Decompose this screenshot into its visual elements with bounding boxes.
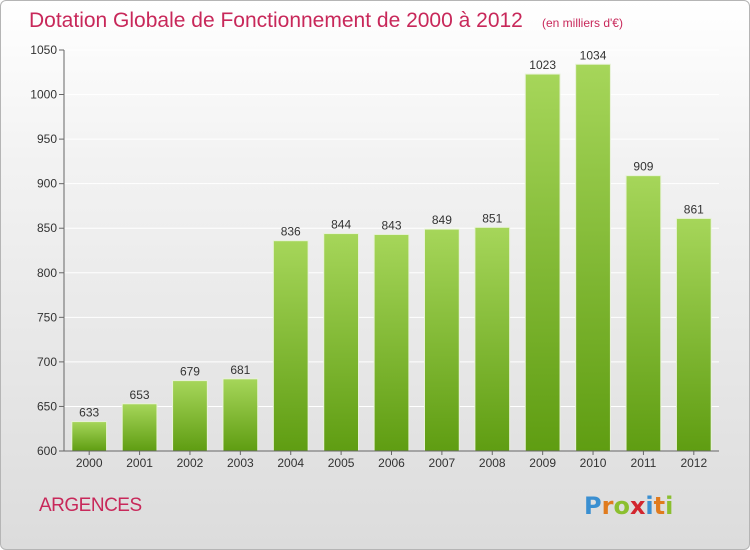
x-tick-label: 2011: [631, 456, 657, 470]
data-label: 1023: [529, 58, 556, 72]
bar-2006: [373, 233, 410, 452]
x-tick-label: 2005: [328, 456, 355, 470]
y-tick-label: 1050: [30, 43, 57, 57]
data-label: 653: [130, 388, 150, 402]
logo-letter: i: [665, 492, 674, 520]
logo-letter: r: [601, 492, 614, 520]
y-tick-label: 800: [37, 266, 57, 280]
bar-2007: [424, 228, 460, 452]
proxiti-logo: Proxiti: [584, 492, 673, 520]
x-tick-label: 2001: [126, 456, 153, 470]
x-tick-label: 2003: [227, 456, 254, 470]
data-label: 844: [331, 218, 351, 232]
bar-2008: [474, 226, 511, 452]
y-tick-label: 950: [37, 132, 57, 146]
data-label: 861: [684, 202, 704, 216]
bar-2005: [323, 233, 359, 452]
y-tick-label: 750: [37, 310, 57, 324]
data-label: 849: [432, 213, 452, 227]
y-tick-label: 650: [37, 399, 57, 413]
y-tick-label: 1000: [30, 88, 57, 102]
bar-2000: [71, 421, 108, 452]
bar-2009: [524, 73, 561, 452]
logo-letter: x: [629, 492, 646, 520]
place-name: ARGENCES: [39, 495, 142, 516]
x-tick-label: 2012: [680, 456, 707, 470]
x-tick-label: 2007: [429, 456, 456, 470]
x-tick-label: 2010: [580, 456, 607, 470]
y-tick-label: 850: [37, 221, 57, 235]
bar-2002: [172, 380, 208, 452]
x-tick-label: 2006: [378, 456, 405, 470]
data-label: 909: [633, 160, 653, 174]
unit-note: (en milliers d'€): [542, 16, 623, 30]
bars: 633 653 679 681 836 844 843 849 851 1023 1034 909 86…: [71, 48, 712, 452]
logo-letter: o: [613, 492, 630, 520]
data-label: 679: [180, 365, 200, 379]
y-tick-label: 900: [37, 177, 57, 191]
data-label: 843: [381, 218, 401, 232]
data-label: 1034: [580, 48, 607, 62]
x-tick-label: 2000: [76, 456, 103, 470]
bar-2011: [625, 175, 662, 452]
axes: 600 650 700 750 800 850 900 950 1000 1050 2000 2001…: [30, 43, 719, 470]
bar-2010: [575, 63, 611, 452]
y-tick-label: 600: [37, 444, 57, 458]
data-label: 851: [482, 211, 502, 225]
data-label: 633: [79, 406, 99, 420]
bar-2003: [222, 378, 259, 452]
logo-letter: i: [645, 492, 654, 520]
logo-letter: P: [584, 492, 602, 520]
bar-2001: [121, 403, 158, 452]
bar-2004: [272, 240, 309, 452]
x-tick-label: 2009: [529, 456, 556, 470]
data-label: 681: [230, 363, 250, 377]
y-tick-label: 700: [37, 355, 57, 369]
chart-title: Dotation Globale de Fonctionnement de 20…: [29, 9, 523, 32]
x-tick-label: 2004: [277, 456, 304, 470]
x-tick-label: 2008: [479, 456, 506, 470]
x-tick-label: 2002: [177, 456, 204, 470]
bar-2012: [675, 217, 712, 452]
data-label: 836: [281, 225, 301, 239]
logo-letter: t: [653, 492, 666, 520]
